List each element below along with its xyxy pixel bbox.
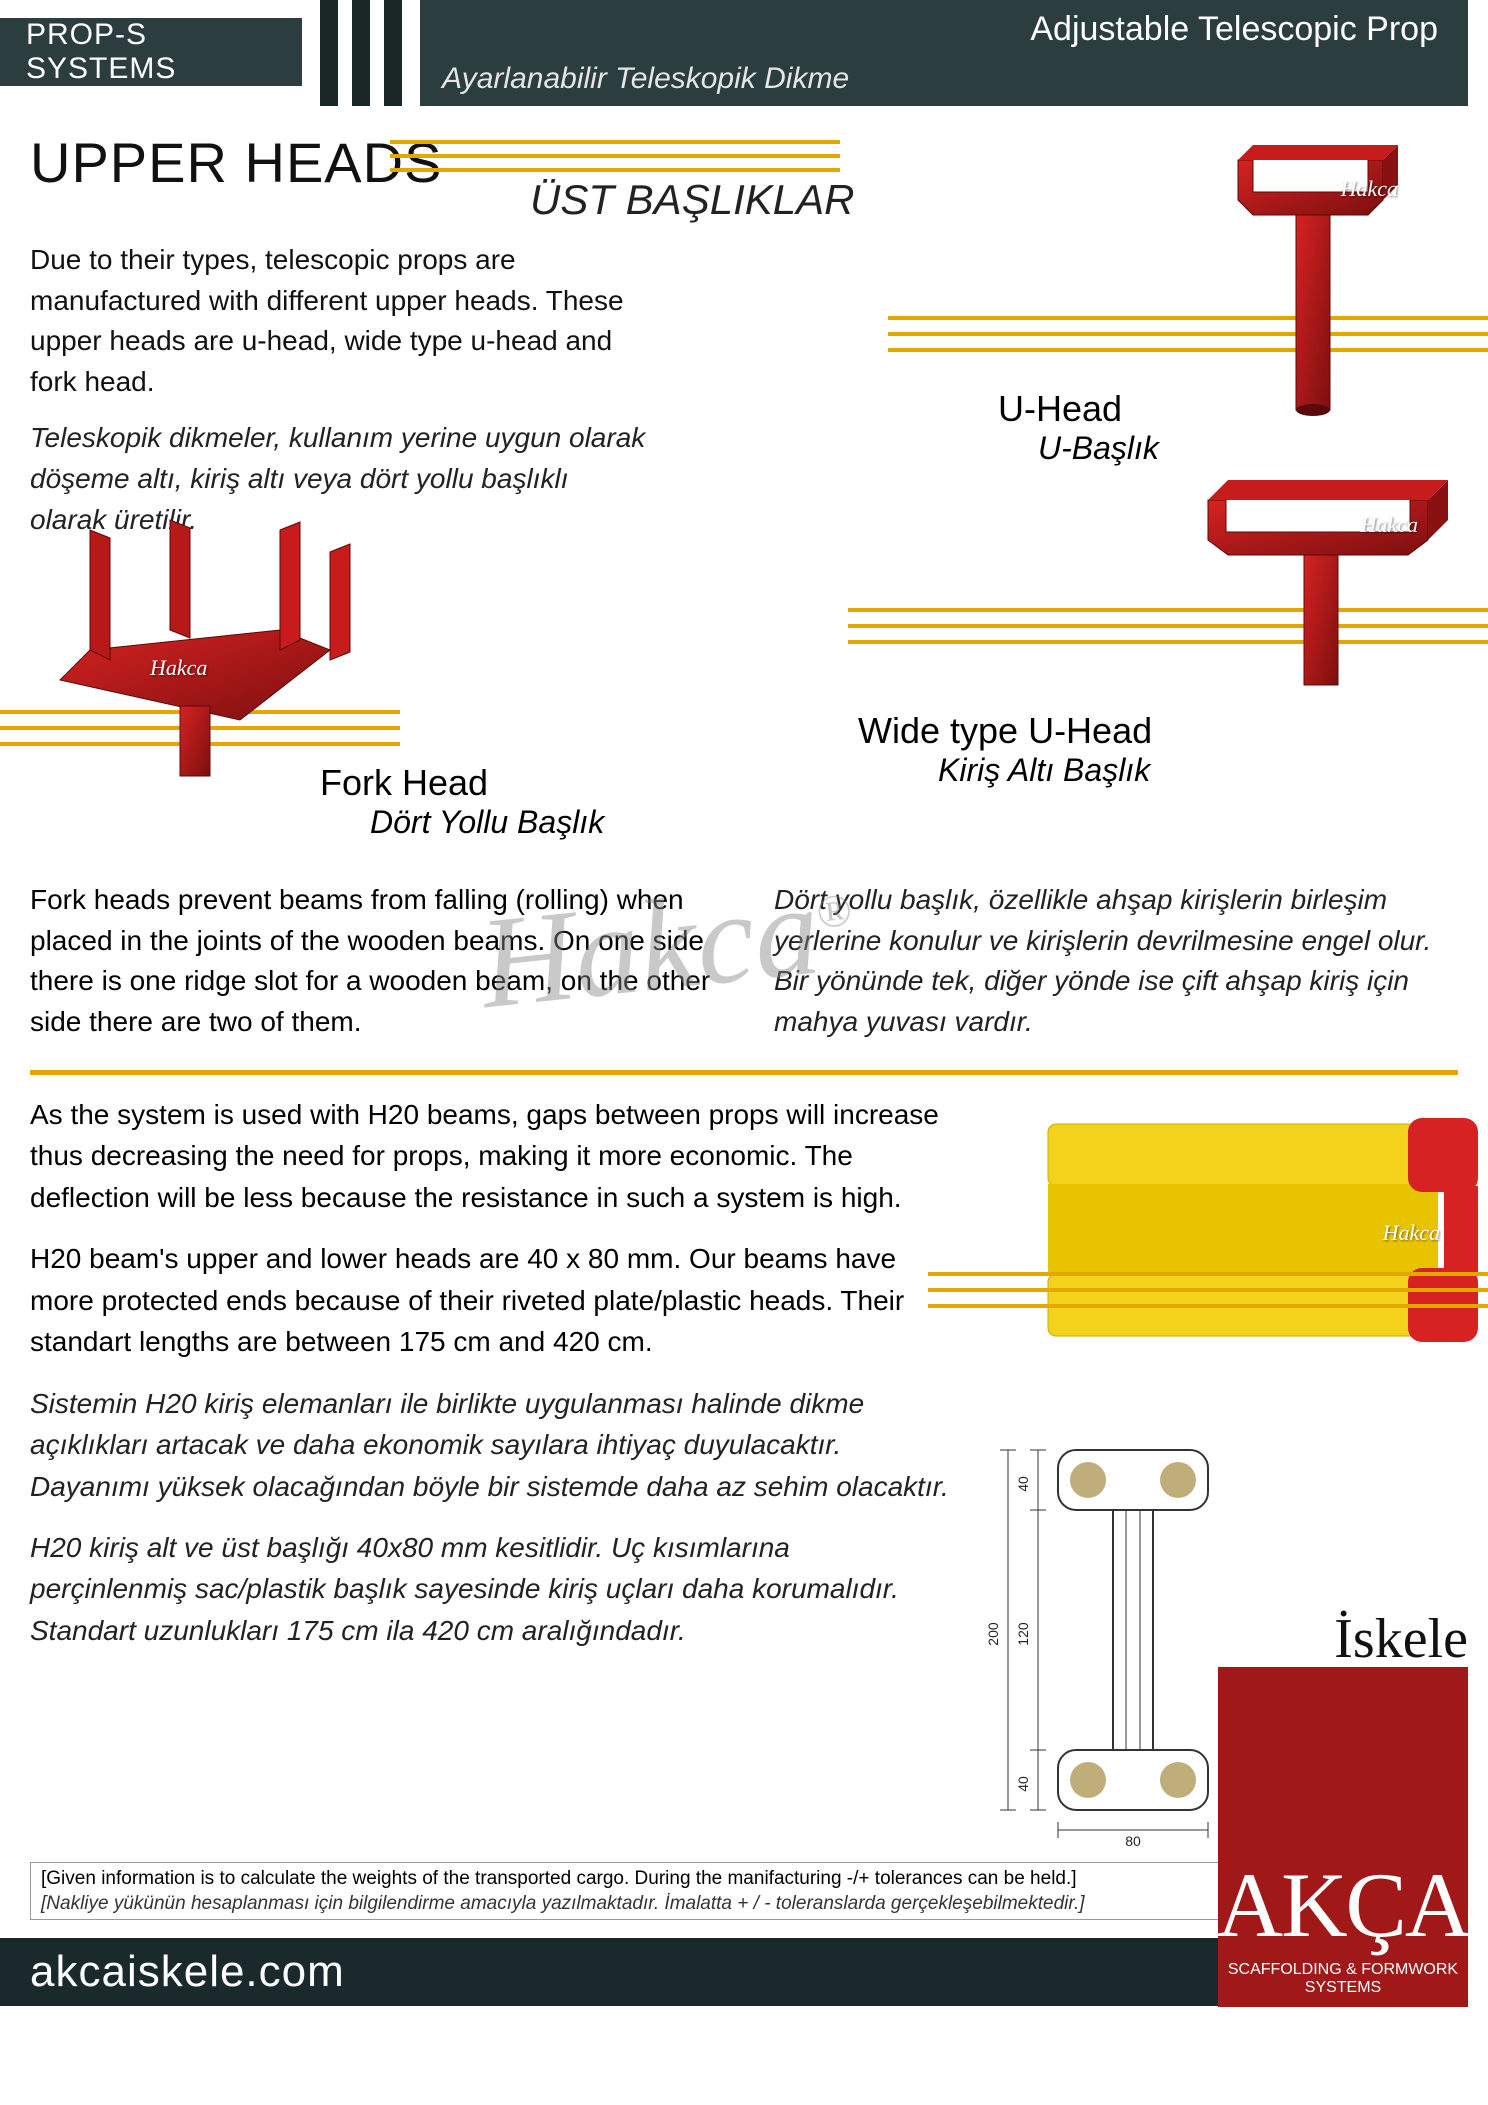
uhead-figure: Hakca U-Head U-Başlık <box>888 140 1488 470</box>
fork-head-icon <box>40 510 370 790</box>
section-title-tr: ÜST BAŞLIKLAR <box>530 176 854 224</box>
wide-label-en: Wide type U-Head <box>858 710 1152 752</box>
logo-iskele: İskele <box>1334 1607 1468 1671</box>
system-badge: PROP-S SYSTEMS <box>0 18 302 86</box>
uhead-label-tr: U-Başlık <box>1038 430 1159 467</box>
svg-text:120: 120 <box>1015 1622 1031 1646</box>
fork-head-figure: Hakca Fork Head Dört Yollu Başlık <box>0 530 660 860</box>
wide-label-tr: Kiriş Altı Başlık <box>938 752 1150 789</box>
uhead-icon <box>1198 130 1428 420</box>
footer-url: akcaiskele.com <box>0 1938 1258 2006</box>
page-header: PROP-S SYSTEMS Adjustable Telescopic Pro… <box>0 0 1488 106</box>
logo-sub2: SYSTEMS <box>1305 1979 1381 1997</box>
h20-p2-tr: H20 kiriş alt ve üst başlığı 40x80 mm ke… <box>30 1527 950 1651</box>
intro-text: Due to their types, telescopic props are… <box>30 240 650 540</box>
brand-label: Hakca <box>1383 1220 1440 1246</box>
fork-label-tr: Dört Yollu Başlık <box>370 804 604 841</box>
brand-label: Hakca <box>1361 512 1418 538</box>
h20-p1-tr: Sistemin H20 kiriş elemanları ile birlik… <box>30 1383 950 1507</box>
section-title-en: UPPER HEADS <box>30 130 442 195</box>
fork-label-en: Fork Head <box>320 762 488 804</box>
uhead-label-en: U-Head <box>998 388 1122 430</box>
logo-main: AKÇA <box>1217 1864 1470 1947</box>
wide-uhead-figure: Hakca Wide type U-Head Kiriş Altı Başlık <box>848 470 1488 810</box>
brand-label: Hakca <box>150 655 207 681</box>
page-title-tr: Ayarlanabilir Teleskopik Dikme <box>442 62 849 96</box>
h20-description: As the system is used with H20 beams, ga… <box>30 1094 950 1651</box>
fork-text-en: Fork heads prevent beams from falling (r… <box>30 880 714 1042</box>
svg-text:40: 40 <box>1015 1776 1031 1792</box>
wide-uhead-icon <box>1188 460 1468 690</box>
header-title-block: Adjustable Telescopic Prop Ayarlanabilir… <box>420 0 1468 106</box>
fork-text-tr: Dört yollu başlık, özellikle ahşap kiriş… <box>774 880 1458 1042</box>
h20-beam-figure: Hakca <box>1008 1094 1488 1374</box>
header-stripes <box>320 0 402 106</box>
h20-p1-en: As the system is used with H20 beams, ga… <box>30 1094 950 1218</box>
company-logo: İskele AKÇA SCAFFOLDING & FORMWORK SYSTE… <box>1218 1667 1468 2007</box>
disclaimer-tr: [Nakliye yükünün hesaplanması için bilgi… <box>41 1892 1247 1917</box>
intro-en: Due to their types, telescopic props are… <box>30 240 650 402</box>
page-title-en: Adjustable Telescopic Prop <box>1030 10 1438 49</box>
divider <box>30 1070 1458 1075</box>
cross-section-diagram: 40 120 40 200 80 <box>978 1430 1258 1850</box>
svg-text:40: 40 <box>1015 1476 1031 1492</box>
svg-text:200: 200 <box>985 1622 1001 1646</box>
logo-sub1: SCAFFOLDING & FORMWORK <box>1228 1961 1458 1979</box>
disclaimer-en: [Given information is to calculate the w… <box>41 1867 1247 1892</box>
h20-p2-en: H20 beam's upper and lower heads are 40 … <box>30 1238 950 1362</box>
disclaimer-box: [Given information is to calculate the w… <box>30 1862 1258 1920</box>
fork-description: Fork heads prevent beams from falling (r… <box>30 880 1458 1042</box>
svg-text:80: 80 <box>1125 1833 1141 1849</box>
brand-label: Hakca <box>1341 176 1398 202</box>
